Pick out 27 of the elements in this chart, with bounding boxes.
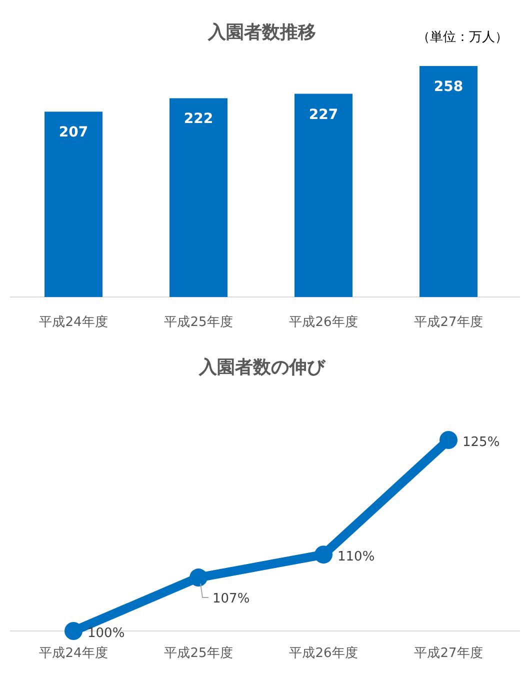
data-label: 258 xyxy=(434,79,464,95)
x-tick-label: 平成25年度 xyxy=(164,314,233,330)
data-label: 100% xyxy=(88,626,125,641)
bar xyxy=(170,98,228,297)
x-tick-label: 平成26年度 xyxy=(289,645,358,661)
x-tick-label: 平成27年度 xyxy=(414,314,483,330)
point xyxy=(64,622,82,640)
data-label: 107% xyxy=(212,592,250,607)
point xyxy=(190,568,208,587)
bar xyxy=(294,94,352,297)
data-label: 227 xyxy=(308,106,338,123)
x-tick-label: 平成25年度 xyxy=(164,645,233,661)
data-label: 125% xyxy=(462,435,500,450)
x-tick-label: 平成26年度 xyxy=(289,314,358,330)
text: （単位：万人） xyxy=(417,30,508,45)
data-label: 222 xyxy=(184,111,214,128)
bar xyxy=(420,66,478,297)
chart-title: 入園者数推移 xyxy=(207,22,316,43)
chart-title: 入園者数の伸び xyxy=(198,357,326,378)
data-label: 110% xyxy=(338,550,375,565)
bar xyxy=(44,112,102,297)
data-label: 207 xyxy=(58,124,88,141)
x-tick-label: 平成24年度 xyxy=(39,645,108,661)
x-tick-label: 平成24年度 xyxy=(39,314,108,330)
point xyxy=(440,431,458,449)
point xyxy=(314,546,332,564)
x-tick-label: 平成27年度 xyxy=(414,645,483,661)
